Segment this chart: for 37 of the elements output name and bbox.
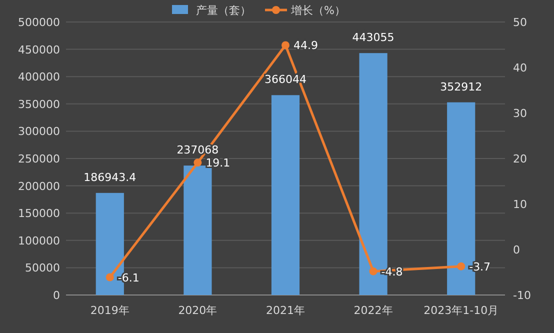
y2-tick-label: 10 [513,198,527,211]
point [106,273,114,282]
y-tick-label: 100000 [18,234,60,248]
x-tick-label: 2019年 [90,304,130,317]
y2-tick-label: 30 [513,107,527,120]
data-label: 19.1 [206,156,230,170]
y-tick-label: 350000 [18,98,60,111]
y-tick-label: 0 [53,289,60,302]
x-tick-label: 2023年1-10月 [424,304,499,317]
data-label: 443055 [352,31,394,44]
y-tick-label: 200000 [18,180,60,193]
data-label: 44.9 [294,39,318,52]
x-tick-label: 2022年 [354,304,393,317]
legend-label: 产量（套） [196,4,251,17]
y2-tick-label: 40 [513,62,527,74]
data-label: 186943.4 [84,170,136,184]
y2-tick-label: -10 [513,289,531,302]
point [194,158,202,167]
legend-label: 增长（%） [290,4,346,17]
y-tick-label: 150000 [18,207,60,220]
y2-tick-label: 50 [513,16,527,29]
point [282,41,290,50]
bar [184,166,212,295]
data-label: 352912 [440,80,482,94]
x-tick-label: 2021年 [266,304,305,317]
point [369,267,378,276]
point [457,262,466,270]
y2-tick-label: 20 [513,152,527,166]
y-tick-label: 400000 [18,70,60,84]
y-tick-label: 50000 [25,262,60,275]
y-tick-label: 500000 [18,16,60,29]
y-tick-label: 300000 [18,125,60,138]
bar [271,95,300,295]
y-tick-label: 450000 [18,43,60,56]
y2-tick-label: 0 [513,244,520,256]
y-tick-label: 250000 [18,152,60,166]
x-tick-label: 2020年 [178,304,218,317]
